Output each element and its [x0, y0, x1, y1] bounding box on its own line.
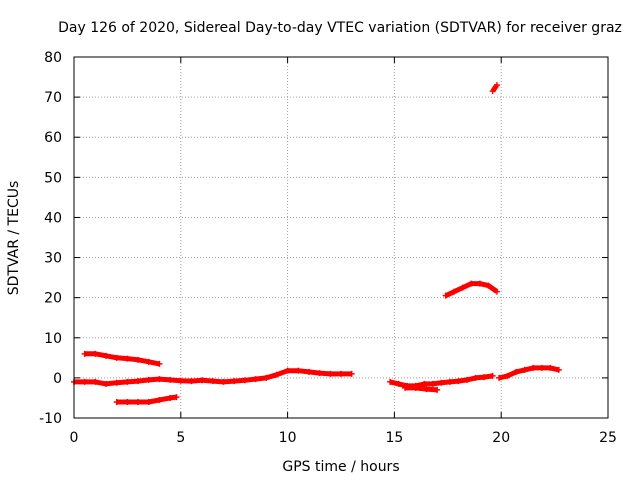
data-point: [395, 380, 402, 387]
data-point: [81, 350, 88, 357]
data-point: [273, 371, 280, 378]
data-point: [338, 370, 344, 377]
data-point: [124, 355, 131, 362]
data-point: [113, 354, 120, 361]
y-axis-label: SDTVAR / TECUs: [6, 181, 22, 296]
x-tick-label: 10: [279, 430, 297, 446]
data-point: [145, 376, 152, 383]
data-point: [481, 374, 488, 381]
data-point: [438, 379, 445, 386]
data-point: [92, 378, 99, 385]
data-point: [220, 378, 227, 385]
data-point: [156, 360, 163, 367]
data-point: [493, 288, 500, 295]
y-tick-label: 20: [44, 291, 62, 307]
data-point: [485, 282, 492, 289]
data-point: [173, 394, 180, 401]
data-traces: [71, 82, 562, 405]
series-arc-5: [405, 385, 438, 393]
data-point: [489, 372, 496, 379]
data-point: [263, 374, 270, 381]
data-point: [472, 374, 479, 381]
data-point: [135, 356, 142, 363]
data-point: [402, 384, 409, 391]
data-point: [455, 378, 462, 385]
data-point: [496, 374, 503, 381]
data-point: [348, 370, 355, 377]
data-point: [446, 378, 453, 385]
x-axis-label: GPS time / hours: [282, 459, 399, 475]
data-point: [555, 366, 562, 373]
data-point: [429, 380, 436, 387]
data-point: [504, 372, 511, 379]
data-point: [231, 378, 238, 385]
data-point: [145, 358, 152, 365]
data-point: [241, 377, 248, 384]
data-point: [124, 378, 131, 385]
y-tick-label: 70: [44, 90, 62, 106]
data-point: [167, 394, 174, 401]
x-tick-label: 0: [70, 430, 79, 446]
data-point: [421, 380, 428, 387]
data-point: [156, 396, 163, 403]
x-tick-label: 20: [492, 430, 510, 446]
data-point: [156, 376, 163, 383]
data-point: [177, 377, 184, 384]
y-tick-label: 40: [44, 210, 62, 226]
data-point: [442, 292, 449, 299]
data-point: [113, 398, 120, 405]
data-point: [81, 378, 88, 385]
data-point: [284, 367, 291, 374]
data-point: [464, 376, 471, 383]
data-point: [103, 352, 110, 359]
x-tick-label: 5: [176, 430, 185, 446]
data-point: [530, 364, 537, 371]
data-point: [459, 284, 466, 291]
y-tick-label: 60: [44, 130, 62, 146]
data-point: [476, 280, 483, 287]
y-tick-label: -10: [39, 411, 62, 427]
data-point: [135, 378, 142, 385]
data-point: [468, 280, 475, 287]
data-point: [423, 386, 430, 393]
data-point: [113, 379, 120, 386]
axis-ticks: 0 5 10 15 20 25 -10 0 10 20 30 40 50 60 70 80: [39, 50, 617, 446]
chart-title: Day 126 of 2020, Sidereal Day-to-day VTE…: [58, 20, 622, 36]
data-point: [209, 378, 216, 385]
data-point: [316, 370, 323, 377]
data-point: [92, 350, 99, 357]
data-point: [434, 386, 441, 393]
data-point: [252, 376, 259, 383]
data-point: [451, 288, 458, 295]
data-point: [167, 376, 174, 383]
plot-frame: [73, 56, 609, 419]
x-tick-label: 15: [385, 430, 403, 446]
data-point: [547, 364, 554, 371]
data-point: [188, 378, 195, 385]
data-point: [199, 377, 206, 384]
data-point: [124, 398, 131, 405]
data-point: [387, 378, 394, 385]
y-tick-label: 0: [53, 371, 62, 387]
grid-lines: [74, 57, 608, 418]
data-point: [327, 370, 334, 377]
data-point: [145, 398, 152, 405]
data-point: [521, 366, 528, 373]
data-point: [513, 368, 520, 375]
data-point: [305, 368, 312, 375]
data-point: [135, 398, 142, 405]
data-point: [489, 88, 496, 95]
data-point: [103, 380, 110, 387]
data-point: [493, 82, 500, 89]
data-point: [538, 364, 545, 371]
x-tick-label: 25: [599, 430, 617, 446]
y-tick-label: 10: [44, 331, 62, 347]
data-point: [412, 384, 419, 391]
y-tick-label: 80: [44, 50, 62, 66]
y-tick-label: 50: [44, 170, 62, 186]
data-point: [295, 367, 302, 374]
y-tick-label: 30: [44, 251, 62, 267]
